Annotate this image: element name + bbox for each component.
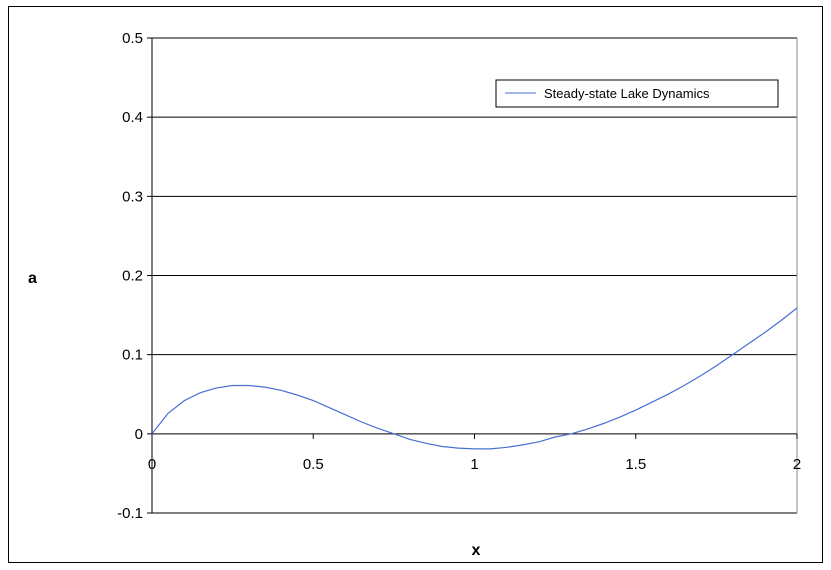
x-tick-label: 1.5 (625, 456, 646, 473)
y-axis-label: a (28, 270, 37, 287)
series-lines (151, 307, 798, 450)
gridlines (152, 37, 797, 514)
y-tick-label: 0.5 (122, 30, 143, 47)
x-tick-label: 1 (470, 456, 478, 473)
legend: Steady-state Lake Dynamics (495, 79, 779, 108)
x-axis-ticks: 0 0.5 1 1.5 2 (148, 433, 801, 473)
y-tick-label: -0.1 (117, 505, 143, 522)
y-axis-ticks: -0.1 0 0.1 0.2 0.3 0.4 0.5 (117, 30, 152, 522)
x-tick-label: 2 (793, 456, 801, 473)
legend-label: Steady-state Lake Dynamics (544, 86, 710, 101)
y-tick-label: 0 (135, 426, 143, 443)
y-tick-label: 0.1 (122, 347, 143, 364)
y-tick-label: 0.4 (122, 109, 143, 126)
x-tick-label: 0.5 (303, 456, 324, 473)
y-tick-label: 0.2 (122, 268, 143, 285)
series-line (151, 307, 798, 450)
y-tick-label: 0.3 (122, 188, 143, 205)
x-axis-label: x (472, 542, 481, 559)
legend-box (495, 79, 779, 108)
x-tick-label: 0 (148, 456, 156, 473)
